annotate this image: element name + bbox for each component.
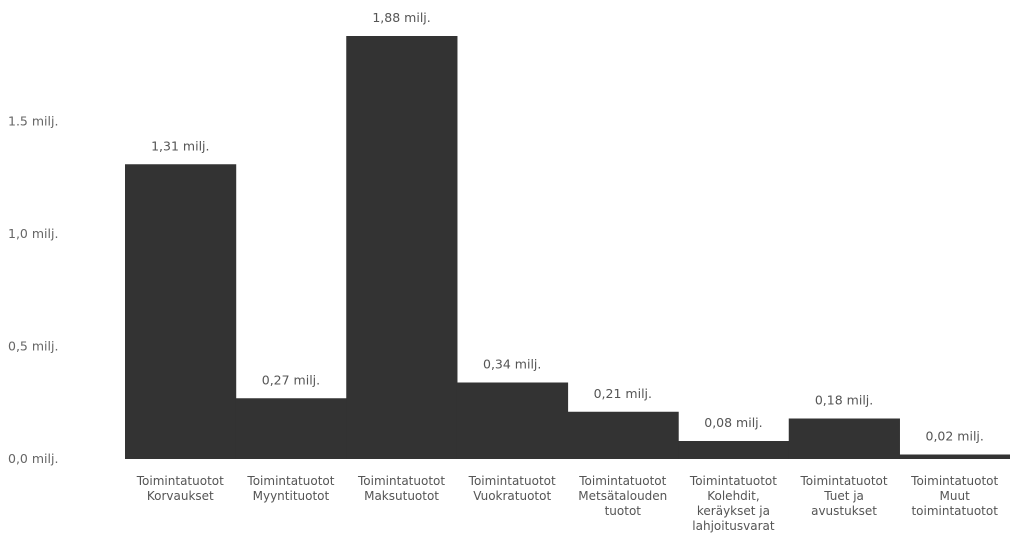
category-label-line: Toimintatuotot [136,474,224,488]
category-label-line: keräykset ja [697,504,770,518]
bar [456,382,569,459]
bar-value-label: 0,27 milj. [262,372,320,387]
category-label-line: Toimintatuotot [689,474,777,488]
category-label-line: Myyntituotot [253,489,330,503]
category-label-line: Tuet ja [823,489,864,503]
bar-value-label: 0,21 milj. [594,386,652,401]
bar-value-label: 1,31 milj. [151,138,209,153]
category-label-line: Toimintatuotot [800,474,888,488]
bar-value-label: 0,18 milj. [815,393,873,408]
y-tick-label: 0,5 milj. [8,339,58,354]
y-tick-label: 1.5 milj. [8,114,58,129]
category-label-line: Korvaukset [147,489,214,503]
category-label-line: Toimintatuotot [578,474,666,488]
category-label-line: Kolehdit, [707,489,759,503]
y-axis: 0,0 milj. 0,5 milj. 1,0 milj. 1.5 milj. [8,114,58,467]
bar [346,36,458,459]
bar [125,164,237,459]
bar [899,454,1010,459]
category-label-line: Toimintatuotot [468,474,556,488]
bar [678,441,790,459]
x-axis: ToimintatuototKorvauksetToimintatuototMy… [136,474,999,533]
category-label-line: tuotot [605,504,642,518]
category-label-line: avustukset [811,504,877,518]
bars [125,36,1010,459]
category-label-line: Metsätalouden [578,489,667,503]
category-label-line: Muut [940,489,971,503]
value-labels: 1,31 milj. 0,27 milj. 1,88 milj. 0,34 milj.… [151,10,984,444]
bar-value-label: 0,08 milj. [704,415,762,430]
bar-value-label: 0,02 milj. [926,429,984,444]
category-label-line: Toimintatuotot [357,474,445,488]
bar-value-label: 0,34 milj. [483,357,541,372]
category-label-line: Maksutuotot [364,489,439,503]
y-tick-label: 0,0 milj. [8,451,58,466]
category-label-line: Vuokratuotot [473,489,551,503]
category-label-line: Toimintatuotot [246,474,334,488]
bar [235,398,347,459]
bar [567,411,679,459]
bar-value-label: 1,88 milj. [372,10,430,25]
y-tick-label: 1,0 milj. [8,226,58,241]
category-label-line: lahjoitusvarat [692,519,775,533]
category-label-line: Toimintatuotot [910,474,998,488]
bar [788,418,900,459]
category-label-line: toimintatuotot [911,504,998,518]
